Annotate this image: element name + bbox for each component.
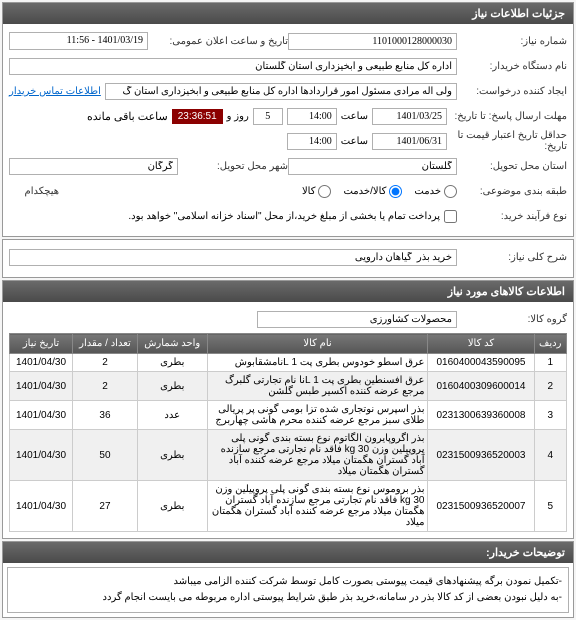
reply-deadline-time[interactable] [287, 108, 337, 125]
table-row[interactable]: 20160400309600014عرق افسنطین بطری پت 1 L… [10, 372, 567, 401]
pub-date-label: تاریخ و ساعت اعلان عمومی: [148, 36, 288, 47]
table-cell: 1 [534, 354, 567, 372]
table-cell: 5 [534, 481, 567, 532]
column-header: واحد شمارش [137, 334, 207, 354]
table-cell: 50 [73, 430, 138, 481]
table-cell: بطری [137, 430, 207, 481]
days-label: روز و [227, 111, 249, 122]
requester-field[interactable] [105, 83, 457, 100]
table-cell: 0160400043590095 [428, 354, 534, 372]
table-cell: 0231500936520003 [428, 430, 534, 481]
radio-service[interactable]: خدمت [414, 185, 457, 198]
time-label-2: ساعت [341, 136, 368, 147]
table-cell: بذر اسپرس نوتجاری شده تزا بومی گونی پر پ… [207, 401, 428, 430]
group-label: گروه کالا: [457, 314, 567, 325]
table-cell: 27 [73, 481, 138, 532]
table-row[interactable]: 10160400043590095عرق اسطو خودوس بطری پت … [10, 354, 567, 372]
items-table: ردیفکد کالانام کالاواحد شمارشتعداد / مقد… [9, 333, 567, 532]
payment-note: پرداخت تمام یا بخشی از مبلغ خرید،از محل … [128, 211, 440, 222]
need-title-panel: شرح کلی نیاز: [2, 239, 574, 278]
buyer-notes-header: توضیحات خریدار: [3, 542, 573, 563]
province-field[interactable] [288, 158, 457, 175]
column-header: تعداد / مقدار [73, 334, 138, 354]
column-header: کد کالا [428, 334, 534, 354]
column-header: نام کالا [207, 334, 428, 354]
radio-goods-service[interactable]: کالا/خدمت [343, 185, 402, 198]
need-number-label: شماره نیاز: [457, 36, 567, 47]
valid-deadline-date[interactable] [372, 133, 447, 150]
days-remaining [253, 108, 283, 125]
radio-goods[interactable]: کالا [302, 185, 332, 198]
table-cell: 1401/04/30 [10, 354, 73, 372]
items-panel: اطلاعات کالاهای مورد نیاز گروه کالا: ردی… [2, 280, 574, 539]
column-header: ردیف [534, 334, 567, 354]
process-label: نوع فرآیند خرید: [457, 211, 567, 222]
province-label: استان محل تحویل: [457, 161, 567, 172]
table-cell: 1401/04/30 [10, 481, 73, 532]
buyer-contact-link[interactable]: اطلاعات تماس خریدار [9, 86, 101, 97]
table-cell: بذر بروموس نوع بسته بندی گونی پلی پروپیل… [207, 481, 428, 532]
buyer-notes-text: -تکمیل نمودن برگه پیشنهادهای قیمت پیوستی… [7, 567, 569, 613]
valid-deadline-time[interactable] [287, 133, 337, 150]
table-cell: عرق اسطو خودوس بطری پت 1 Lنامشقابوش [207, 354, 428, 372]
table-cell: 1401/04/30 [10, 372, 73, 401]
table-row[interactable]: 40231500936520003بذر اگروپایرون الگاتوم … [10, 430, 567, 481]
items-header: اطلاعات کالاهای مورد نیاز [3, 281, 573, 302]
city-field[interactable] [9, 158, 178, 175]
reply-deadline-label: مهلت ارسال پاسخ: تا تاریخ: [447, 111, 567, 122]
table-cell: بطری [137, 481, 207, 532]
nothing-label: هیچکدام [9, 186, 59, 197]
table-cell: بذر اگروپایرون الگاتوم نوع بسته بندی گون… [207, 430, 428, 481]
payment-checkbox[interactable]: پرداخت تمام یا بخشی از مبلغ خرید،از محل … [128, 210, 457, 223]
need-title-label: شرح کلی نیاز: [457, 252, 567, 263]
table-cell: 2 [73, 354, 138, 372]
table-cell: 1401/04/30 [10, 401, 73, 430]
table-cell: 1401/04/30 [10, 430, 73, 481]
requester-label: ایجاد کننده درخواست: [457, 86, 567, 97]
need-details-body: شماره نیاز: تاریخ و ساعت اعلان عمومی: 14… [3, 24, 573, 236]
table-cell: 0231300639360008 [428, 401, 534, 430]
table-cell: 4 [534, 430, 567, 481]
countdown-timer: 23:36:51 [172, 109, 223, 124]
table-cell: بطری [137, 354, 207, 372]
table-cell: عرق افسنطین بطری پت 1 Lنا نام تجارتی گلب… [207, 372, 428, 401]
table-row[interactable]: 50231500936520007بذر بروموس نوع بسته بند… [10, 481, 567, 532]
packaging-label: طبقه بندی موضوعی: [457, 186, 567, 197]
remain-label: ساعت باقی مانده [87, 110, 168, 123]
need-number-field[interactable] [288, 33, 457, 50]
table-cell: 0231500936520007 [428, 481, 534, 532]
buyer-notes-panel: توضیحات خریدار: -تکمیل نمودن برگه پیشنها… [2, 541, 574, 618]
reply-deadline-date[interactable] [372, 108, 447, 125]
time-label-1: ساعت [341, 111, 368, 122]
valid-deadline-label: حداقل تاریخ اعتبار قیمت تا تاریخ: [447, 130, 567, 152]
table-cell: 36 [73, 401, 138, 430]
table-cell: 0160400309600014 [428, 372, 534, 401]
city-label: شهر محل تحویل: [178, 161, 288, 172]
need-details-panel: جزئیات اطلاعات نیاز شماره نیاز: تاریخ و … [2, 2, 574, 237]
need-details-header: جزئیات اطلاعات نیاز [3, 3, 573, 24]
buyer-label: نام دستگاه خریدار: [457, 61, 567, 72]
packaging-radio-group: خدمت کالا/خدمت کالا [302, 183, 457, 200]
buyer-field[interactable] [9, 58, 457, 75]
pub-date-field: 1401/03/19 - 11:56 [9, 32, 148, 50]
table-row[interactable]: 30231300639360008بذر اسپرس نوتجاری شده ت… [10, 401, 567, 430]
column-header: تاریخ نیاز [10, 334, 73, 354]
table-cell: 3 [534, 401, 567, 430]
need-title-field[interactable] [9, 249, 457, 266]
table-cell: بطری [137, 372, 207, 401]
table-cell: 2 [73, 372, 138, 401]
group-field[interactable] [257, 311, 457, 328]
table-cell: 2 [534, 372, 567, 401]
table-cell: عدد [137, 401, 207, 430]
